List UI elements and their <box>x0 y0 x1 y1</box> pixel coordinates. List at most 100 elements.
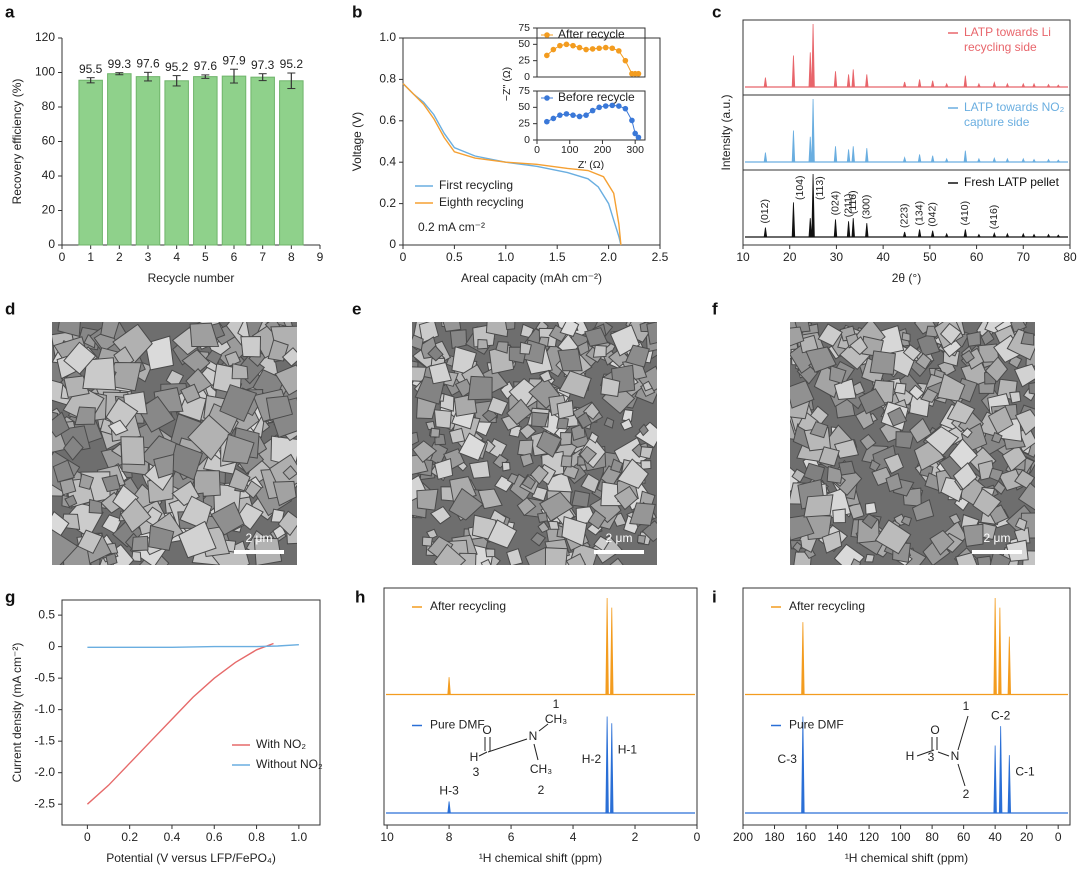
marker <box>609 102 616 109</box>
sem-grain <box>790 380 815 409</box>
atom-label: H <box>470 750 479 764</box>
marker <box>563 111 570 117</box>
axes-frame <box>402 37 661 246</box>
y-tick-label: 0.6 <box>379 113 396 127</box>
axes-frame <box>742 587 1071 826</box>
peak <box>977 82 981 88</box>
y-tick-label: 0.4 <box>379 154 396 168</box>
x-tick-label: 20 <box>783 250 797 264</box>
peak <box>763 227 768 238</box>
peak <box>447 677 451 695</box>
legend-label: LATP towards Li recycling side <box>964 25 1051 54</box>
sem-grain <box>850 558 862 565</box>
series-line <box>87 644 299 648</box>
sem-grain <box>821 530 843 554</box>
peak-label: C-1 <box>1015 765 1035 779</box>
y-tick-label: 20 <box>42 203 56 217</box>
y-tick-label: 50 <box>518 38 530 50</box>
y-tick-label: 50 <box>518 101 530 113</box>
sem-grain <box>506 398 533 426</box>
sem-grain <box>52 411 70 438</box>
peak <box>917 229 922 238</box>
atom-label: N <box>529 729 538 743</box>
sem-grain <box>78 473 95 490</box>
sem-grain <box>88 498 103 514</box>
sem-grain <box>1009 391 1022 404</box>
sem-grain <box>421 536 433 547</box>
legend-label: Eighth recycling <box>439 195 524 209</box>
sem-grain <box>634 421 657 449</box>
atom-label: 2 <box>538 783 545 797</box>
legend-label: Pure DMF <box>430 718 485 732</box>
sem-grain <box>803 494 834 518</box>
peak <box>851 69 855 88</box>
x-tick-label: 1.5 <box>549 250 566 264</box>
peak-label: H-3 <box>439 784 459 798</box>
x-tick-label: 0.2 <box>121 830 138 844</box>
marker <box>550 115 557 122</box>
series-line <box>546 104 639 138</box>
atom-label: H <box>906 749 915 763</box>
marker <box>576 44 583 51</box>
sem-grain <box>187 414 231 461</box>
sem-grain <box>148 524 175 551</box>
x-axis-label: ¹H chemical shift (ppm) <box>479 851 602 865</box>
x-tick-label: 140 <box>828 830 848 844</box>
sem-grain <box>430 427 441 438</box>
marker <box>550 46 557 53</box>
sem-grain <box>454 378 473 398</box>
x-tick-label: 0 <box>400 250 407 264</box>
marker <box>583 112 589 118</box>
peak-label: H-1 <box>618 742 638 756</box>
sem-grain <box>636 534 647 545</box>
y-tick-label: 0 <box>48 237 55 251</box>
sem-grain <box>536 512 549 523</box>
data-label: 95.2 <box>165 60 189 74</box>
annotation: 0.2 mA cm⁻² <box>418 220 485 234</box>
peak <box>902 156 907 163</box>
peak <box>791 55 796 88</box>
sem-grain <box>416 488 439 511</box>
sem-grain <box>520 323 535 339</box>
marker <box>589 107 596 114</box>
sem-grain <box>131 550 142 563</box>
data-label: 97.6 <box>194 59 218 73</box>
atom-label: 3 <box>473 765 480 779</box>
y-tick-label: -2.5 <box>34 796 55 810</box>
sem-grain <box>621 409 634 422</box>
sem-grain <box>991 431 1003 444</box>
sem-grain <box>909 417 932 444</box>
marker <box>563 41 570 48</box>
sem-grain <box>228 467 251 492</box>
peak <box>992 231 997 238</box>
peak <box>791 202 796 238</box>
peak <box>610 607 614 695</box>
x-tick-label: 0 <box>694 830 701 844</box>
peak <box>930 80 935 88</box>
y-axis-label: Voltage (V) <box>350 112 364 171</box>
sem-grain <box>52 529 79 565</box>
peak <box>811 98 815 163</box>
y-tick-label: 0 <box>524 71 530 83</box>
sem-grain <box>169 443 204 481</box>
sem-grain <box>641 520 657 543</box>
marker <box>570 42 576 49</box>
x-tick-label: 0 <box>59 250 66 264</box>
sem-grain <box>537 521 550 534</box>
bond <box>487 738 528 753</box>
sem-grain <box>869 350 896 375</box>
sem-grain <box>449 329 468 350</box>
bar <box>135 76 161 246</box>
sem-grain <box>427 345 444 362</box>
inset-frame <box>536 90 646 141</box>
bond <box>957 715 969 751</box>
sem-grain <box>948 438 978 471</box>
sem-grain <box>131 535 149 552</box>
sem-grain <box>100 322 120 340</box>
peak-label: (042) <box>926 202 938 227</box>
sem-grain <box>936 373 966 402</box>
peak-label: (410) <box>959 201 971 226</box>
sem-grain <box>451 346 478 376</box>
x-tick-label: 60 <box>957 830 971 844</box>
peak <box>846 149 851 163</box>
